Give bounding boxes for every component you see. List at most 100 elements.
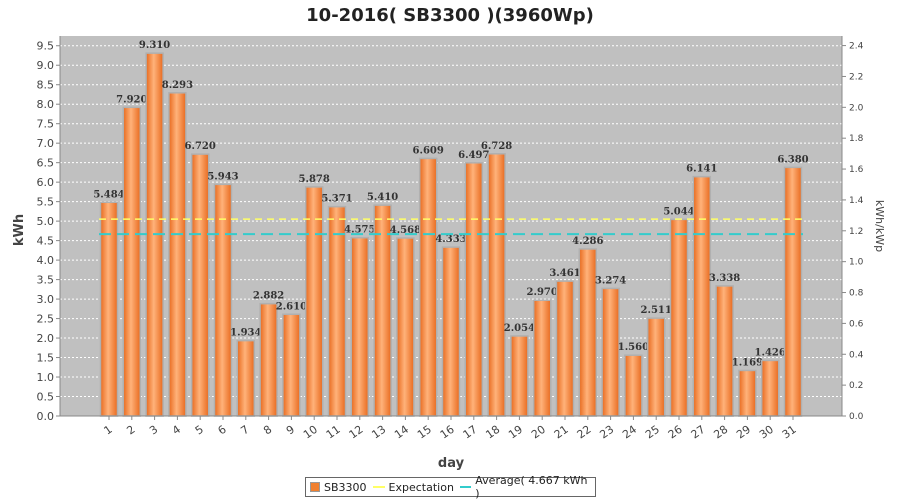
- x-tick-label: 25: [643, 423, 662, 442]
- chart-title: 10-2016( SB3300 )(3960Wp): [306, 5, 594, 26]
- bar: [783, 166, 803, 417]
- y-tick-label: 3.5: [37, 274, 55, 287]
- bar: [760, 359, 780, 417]
- y-tick-label: 8.5: [37, 79, 55, 92]
- data-label: 5.410: [367, 192, 398, 203]
- y-right-tick-label: 1.0: [849, 258, 864, 268]
- data-label: 3.461: [549, 268, 580, 279]
- x-tick-label: 16: [438, 423, 457, 442]
- reference-lines: [99, 218, 803, 236]
- x-tick-label: 1: [102, 423, 115, 438]
- legend-label-bar: SB3300: [324, 480, 367, 494]
- bar: [441, 246, 461, 417]
- y-tick-label: 9.0: [37, 59, 55, 72]
- bar: [236, 339, 256, 417]
- y-tick-label: 6.5: [37, 157, 55, 170]
- bar: [487, 153, 506, 417]
- data-label: 4.333: [435, 234, 466, 245]
- data-label: 5.943: [207, 171, 238, 182]
- y-tick-label: 4.5: [37, 235, 55, 248]
- data-label: 2.970: [527, 287, 558, 298]
- y-tick-label: 2.0: [37, 332, 55, 345]
- x-tick-label: 10: [301, 423, 320, 442]
- bar: [715, 285, 734, 417]
- x-tick-label: 18: [483, 423, 502, 442]
- bar: [259, 302, 278, 417]
- data-label: 6.380: [777, 154, 808, 165]
- data-label: 5.878: [299, 174, 330, 185]
- y-right-tick-label: 1.4: [849, 196, 864, 206]
- data-label: 8.293: [162, 80, 193, 91]
- y-tick-label: 5.0: [37, 215, 55, 228]
- legend-item-average: Average( 4.667 kWh ): [459, 474, 589, 500]
- x-tick-label: 9: [284, 423, 297, 438]
- data-label: 2.511: [641, 305, 672, 316]
- data-label: 4.568: [390, 225, 421, 236]
- bar: [327, 205, 347, 417]
- x-axis-label: day: [438, 456, 465, 471]
- y-tick-label: 0.0: [37, 410, 55, 423]
- bar: [122, 106, 142, 417]
- data-label: 2.054: [504, 323, 535, 334]
- bar: [624, 354, 643, 417]
- x-tick-label: 7: [238, 423, 251, 438]
- data-label: 6.728: [481, 141, 512, 152]
- x-tick-label: 26: [666, 423, 685, 442]
- x-tick-label: 5: [193, 423, 206, 438]
- x-axis: 1 2 3 4 5 6 7 8 9 10 11 12 13 14 15 16 17 18 19 20 21 22 23 24 2…: [60, 415, 842, 442]
- y-tick-label: 4.0: [37, 254, 55, 267]
- bar: [168, 92, 187, 417]
- bar: [396, 237, 415, 417]
- bar: [532, 299, 552, 417]
- y-tick-label: 8.0: [37, 98, 55, 111]
- legend-label-average: Average( 4.667 kWh ): [475, 474, 588, 500]
- x-tick-label: 13: [369, 423, 388, 442]
- y-right-tick-label: 2.4: [849, 42, 864, 52]
- y-right-tick-label: 2.0: [849, 103, 864, 113]
- legend-swatch-average: [459, 486, 472, 488]
- y-tick-label: 1.5: [37, 352, 55, 365]
- bar: [646, 317, 666, 417]
- y-right-tick-label: 1.8: [849, 134, 864, 144]
- x-tick-label: 24: [620, 423, 639, 442]
- x-tick-label: 23: [597, 423, 616, 442]
- data-label: 3.338: [709, 273, 740, 284]
- bar: [510, 335, 529, 417]
- data-label: 5.371: [321, 194, 352, 205]
- x-tick-label: 14: [392, 423, 411, 442]
- y-right-tick-label: 0.0: [849, 412, 864, 422]
- y-tick-label: 9.5: [37, 40, 55, 53]
- y-right-tick-label: 1.6: [849, 165, 864, 175]
- legend-item-expectation: Expectation: [372, 481, 454, 494]
- y-axis-label-right: kWh/kWp: [873, 200, 886, 252]
- x-tick-label: 2: [124, 423, 137, 438]
- x-tick-label: 17: [461, 423, 480, 442]
- y-tick-label: 2.5: [37, 313, 55, 326]
- y-right-tick-label: 0.6: [849, 319, 864, 329]
- y-right-tick-label: 0.2: [849, 381, 863, 391]
- x-tick-label: 3: [147, 423, 160, 438]
- bar: [418, 157, 438, 417]
- x-tick-label: 4: [170, 423, 183, 438]
- legend: SB3300 Expectation Average( 4.667 kWh ): [305, 474, 596, 500]
- x-tick-label: 29: [734, 423, 753, 442]
- data-label: 5.044: [663, 206, 694, 217]
- bar: [373, 204, 392, 417]
- y-right-tick-label: 0.8: [849, 289, 864, 299]
- data-label: 9.310: [139, 40, 170, 51]
- data-label: 6.497: [458, 150, 489, 161]
- bar: [669, 218, 689, 417]
- bar: [282, 313, 301, 417]
- data-label: 2.882: [253, 291, 284, 302]
- y-tick-label: 7.5: [37, 118, 55, 131]
- y-right-tick-label: 1.2: [849, 227, 863, 237]
- x-tick-label: 27: [689, 423, 708, 442]
- x-tick-label: 22: [575, 423, 594, 442]
- y-tick-label: 0.5: [37, 391, 55, 404]
- x-tick-label: 11: [324, 423, 343, 442]
- data-label: 4.575: [344, 225, 375, 236]
- legend-item-bar: SB3300: [310, 481, 367, 494]
- legend-swatch-expectation: [372, 486, 385, 488]
- x-tick-label: 21: [552, 423, 571, 442]
